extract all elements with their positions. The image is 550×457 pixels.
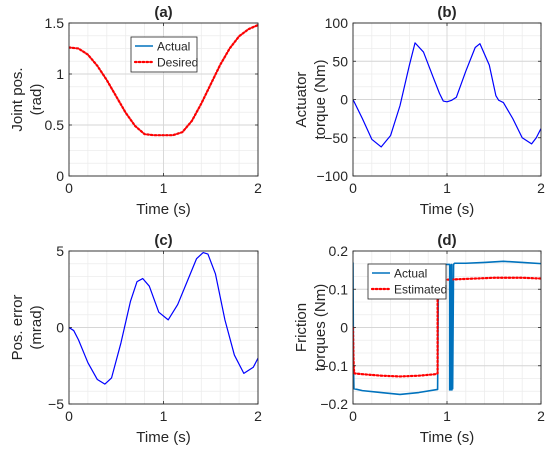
y-tick-label: −0.1 xyxy=(320,358,348,374)
y-tick-label: −0.2 xyxy=(320,396,348,412)
legend-label: Actual xyxy=(157,40,190,54)
x-tick-label: 0 xyxy=(349,180,357,196)
chart-title: (b) xyxy=(437,4,456,21)
chart-panel-4: 0 1 2 −0.2 −0.1 0 0.1 0.2 (d) Time (s) Friction tor… xyxy=(293,232,545,446)
y-axis-label: (rad) xyxy=(28,84,45,116)
x-tick-label: 2 xyxy=(254,408,262,424)
x-tick-label: 2 xyxy=(254,180,262,196)
series-line-1 xyxy=(69,251,258,385)
y-axis-label: (mrad) xyxy=(28,305,45,349)
y-tick-label: −100 xyxy=(316,168,348,184)
y-tick-label: 1.5 xyxy=(45,15,65,31)
legend: Actual Estimated xyxy=(367,263,447,300)
y-axis-label: Joint pos. xyxy=(9,67,26,131)
chart-panel-2: 0 1 2 −100 −50 0 50 100 (b) Time (s) Actuator torqu… xyxy=(293,4,545,218)
y-axis-label: torques (Nm) xyxy=(312,284,329,372)
legend-box xyxy=(367,263,447,300)
y-tick-label: 0.1 xyxy=(329,281,349,297)
y-tick-label: 0.2 xyxy=(329,243,349,259)
legend-label: Estimated xyxy=(394,283,447,297)
x-axis-label: Time (s) xyxy=(136,201,190,218)
series-line-2 xyxy=(353,276,541,378)
series-line-1 xyxy=(353,260,541,396)
y-tick-label: 100 xyxy=(325,15,349,31)
y-axis-label: Actuator xyxy=(293,72,310,128)
chart-panel-1: 0 1 2 0 0.5 1 1.5 (a) Time (s) Joint pos. (rad) Act… xyxy=(9,4,262,218)
series-line-1 xyxy=(353,42,541,148)
x-tick-label: 0 xyxy=(349,408,357,424)
x-axis-label: Time (s) xyxy=(420,201,474,218)
y-tick-label: 0 xyxy=(340,320,348,336)
y-axis-label: Pos. error xyxy=(9,295,26,361)
x-tick-label: 1 xyxy=(443,180,451,196)
legend-label: Actual xyxy=(394,267,427,281)
legend-box xyxy=(130,36,198,73)
y-tick-label: 1 xyxy=(56,66,64,82)
x-axis-label: Time (s) xyxy=(420,429,474,446)
legend: Actual Desired xyxy=(130,36,198,73)
chart-panel-3: 0 1 2−505(c)Time (s)Pos. error (mrad) xyxy=(9,232,262,446)
chart-title: (c) xyxy=(154,232,172,249)
y-tick-label: −50 xyxy=(324,130,348,146)
legend-label: Desired xyxy=(157,56,198,70)
y-axis-label: Friction xyxy=(293,303,310,352)
y-tick-label: 0 xyxy=(56,168,64,184)
x-tick-label: 1 xyxy=(443,408,451,424)
y-tick-label: 50 xyxy=(332,53,348,69)
y-tick-label: 0.5 xyxy=(45,117,65,133)
chart-title: (d) xyxy=(437,232,456,249)
y-axis-label: torque (Nm) xyxy=(312,59,329,139)
x-tick-label: 1 xyxy=(160,180,168,196)
series-switching-band xyxy=(448,264,453,391)
series-line-2 xyxy=(69,23,258,137)
chart-title: (a) xyxy=(154,4,172,21)
x-tick-label: 1 xyxy=(160,408,168,424)
x-tick-label: 0 xyxy=(65,408,73,424)
y-tick-label: 0 xyxy=(56,320,64,336)
y-tick-label: 5 xyxy=(56,243,64,259)
x-tick-label: 0 xyxy=(65,180,73,196)
x-tick-label: 2 xyxy=(537,408,545,424)
y-tick-label: 0 xyxy=(340,92,348,108)
x-tick-label: 2 xyxy=(537,180,545,196)
y-tick-label: −5 xyxy=(48,396,64,412)
x-axis-label: Time (s) xyxy=(136,429,190,446)
